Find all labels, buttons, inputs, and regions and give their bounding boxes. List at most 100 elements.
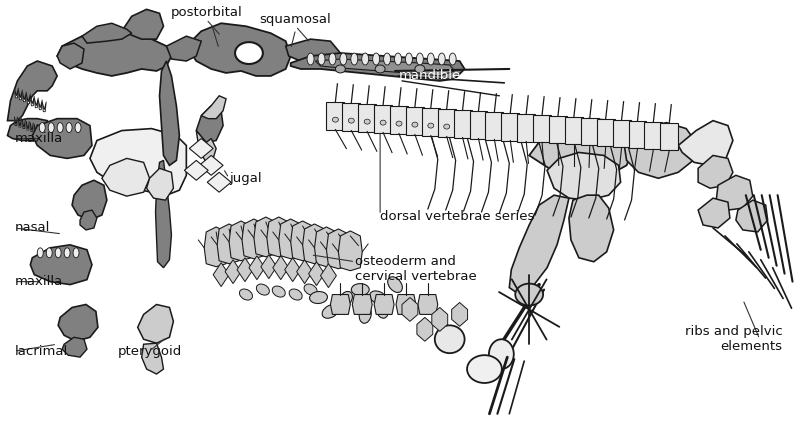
Ellipse shape — [66, 123, 72, 132]
Polygon shape — [102, 159, 150, 196]
Polygon shape — [229, 221, 253, 261]
Polygon shape — [338, 231, 362, 271]
Polygon shape — [30, 96, 34, 106]
Polygon shape — [7, 61, 57, 120]
Text: jugal: jugal — [229, 172, 262, 185]
Ellipse shape — [373, 53, 380, 65]
Polygon shape — [190, 139, 213, 159]
Ellipse shape — [46, 248, 52, 258]
Polygon shape — [32, 119, 92, 159]
Polygon shape — [432, 307, 448, 331]
Polygon shape — [406, 107, 424, 135]
Polygon shape — [613, 120, 630, 148]
Ellipse shape — [55, 248, 61, 258]
Polygon shape — [199, 155, 223, 175]
Polygon shape — [26, 94, 30, 104]
Polygon shape — [660, 123, 678, 151]
Polygon shape — [196, 106, 223, 143]
Ellipse shape — [376, 301, 388, 318]
Polygon shape — [315, 59, 454, 76]
Polygon shape — [417, 317, 433, 341]
Polygon shape — [202, 96, 226, 119]
Polygon shape — [138, 304, 174, 343]
Polygon shape — [565, 117, 583, 144]
Ellipse shape — [57, 123, 63, 132]
Ellipse shape — [351, 284, 369, 295]
Ellipse shape — [415, 65, 425, 73]
Polygon shape — [502, 113, 519, 140]
Polygon shape — [30, 123, 34, 132]
Polygon shape — [510, 195, 569, 295]
Polygon shape — [314, 227, 338, 267]
Polygon shape — [57, 43, 84, 69]
Text: squamosal: squamosal — [260, 13, 331, 26]
Ellipse shape — [38, 248, 43, 258]
Polygon shape — [486, 112, 503, 140]
Polygon shape — [72, 180, 107, 220]
Ellipse shape — [239, 289, 253, 300]
Polygon shape — [237, 258, 253, 282]
Polygon shape — [290, 221, 314, 261]
Polygon shape — [438, 109, 456, 136]
Polygon shape — [374, 295, 394, 315]
Polygon shape — [62, 337, 87, 357]
Ellipse shape — [329, 53, 336, 65]
Polygon shape — [698, 155, 733, 188]
Polygon shape — [155, 160, 171, 268]
Text: ribs and pelvic
elements: ribs and pelvic elements — [685, 325, 782, 353]
Ellipse shape — [318, 53, 325, 65]
Ellipse shape — [73, 248, 79, 258]
Polygon shape — [58, 304, 98, 341]
Polygon shape — [374, 105, 392, 132]
Polygon shape — [254, 217, 278, 257]
Ellipse shape — [322, 305, 338, 318]
Ellipse shape — [48, 123, 54, 132]
Polygon shape — [629, 120, 646, 148]
Polygon shape — [569, 195, 614, 262]
Polygon shape — [549, 116, 567, 144]
Ellipse shape — [434, 325, 465, 353]
Text: osteoderm and
cervical vertebrae: osteoderm and cervical vertebrae — [355, 255, 477, 283]
Polygon shape — [529, 119, 634, 178]
Ellipse shape — [449, 53, 456, 65]
Polygon shape — [207, 172, 231, 192]
Ellipse shape — [75, 123, 81, 132]
Polygon shape — [122, 9, 163, 39]
Polygon shape — [547, 152, 621, 200]
Polygon shape — [422, 108, 440, 136]
Ellipse shape — [338, 291, 353, 307]
Ellipse shape — [304, 284, 317, 295]
Polygon shape — [42, 102, 46, 112]
Ellipse shape — [310, 291, 327, 303]
Ellipse shape — [272, 286, 286, 297]
Polygon shape — [242, 219, 266, 259]
Polygon shape — [470, 111, 487, 139]
Polygon shape — [597, 119, 614, 147]
Polygon shape — [321, 264, 337, 288]
Polygon shape — [146, 168, 174, 200]
Polygon shape — [286, 39, 340, 66]
Polygon shape — [267, 217, 290, 257]
Ellipse shape — [444, 124, 450, 129]
Ellipse shape — [351, 53, 358, 65]
Polygon shape — [18, 90, 22, 100]
Ellipse shape — [335, 65, 346, 73]
Ellipse shape — [348, 118, 354, 123]
Polygon shape — [352, 295, 372, 315]
Polygon shape — [645, 122, 662, 149]
Ellipse shape — [384, 53, 390, 65]
Polygon shape — [184, 160, 208, 180]
Polygon shape — [326, 102, 344, 130]
Ellipse shape — [375, 65, 385, 73]
Polygon shape — [82, 23, 132, 43]
Polygon shape — [342, 103, 360, 131]
Ellipse shape — [515, 284, 543, 306]
Polygon shape — [14, 88, 18, 98]
Polygon shape — [57, 31, 171, 76]
Polygon shape — [302, 224, 326, 264]
Polygon shape — [159, 61, 179, 165]
Polygon shape — [261, 255, 277, 279]
Text: pterygoid: pterygoid — [118, 345, 182, 358]
Text: dorsal vertebrae series: dorsal vertebrae series — [380, 210, 534, 223]
Polygon shape — [678, 120, 733, 165]
